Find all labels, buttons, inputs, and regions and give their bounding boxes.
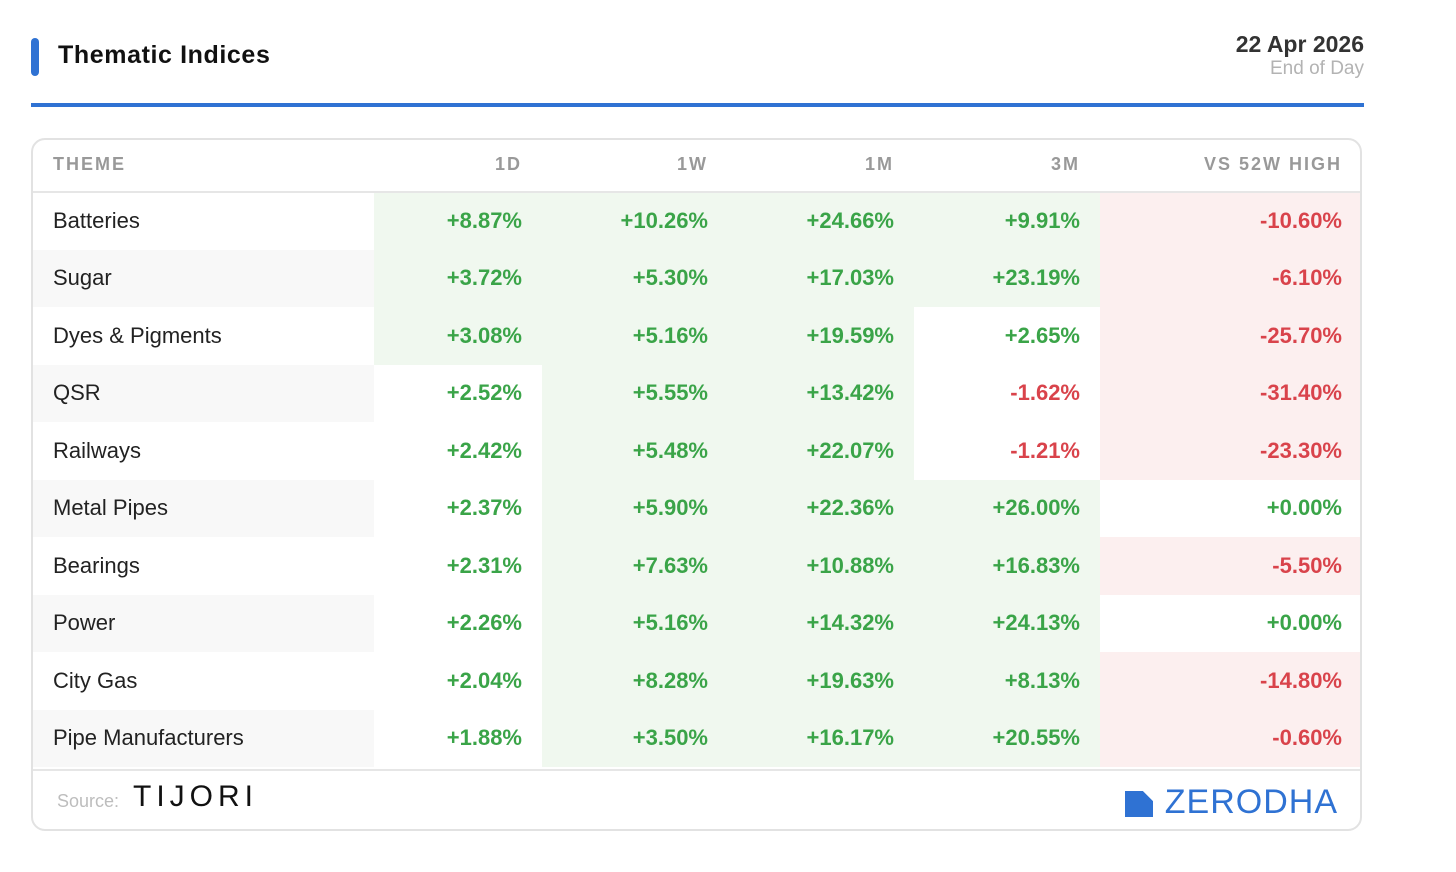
tijori-logo: TIJORI <box>133 780 258 813</box>
cell-3m: -1.21% <box>914 422 1100 480</box>
cell-1d: +3.72% <box>374 249 542 307</box>
indices-card: THEME 1D 1W 1M 3M VS 52W HIGH Batteries +… <box>31 138 1362 831</box>
indices-table: THEME 1D 1W 1M 3M VS 52W HIGH Batteries +… <box>33 140 1360 767</box>
cell-theme: Pipe Manufacturers <box>33 709 374 767</box>
cell-1m: +22.36% <box>728 479 914 537</box>
cell-1w: +5.48% <box>542 422 728 480</box>
cell-1d: +3.08% <box>374 307 542 365</box>
cell-1d: +1.88% <box>374 709 542 767</box>
table-row[interactable]: Dyes & Pigments +3.08% +5.16% +19.59% +2.65%… <box>33 307 1360 365</box>
table-row[interactable]: QSR +2.52% +5.55% +13.42% -1.62% -31.40% <box>33 364 1360 422</box>
cell-3m: +2.65% <box>914 307 1100 365</box>
column-header-1m[interactable]: 1M <box>728 140 914 193</box>
header-divider <box>31 103 1364 107</box>
cell-1d: +2.26% <box>374 594 542 652</box>
cell-1w: +3.50% <box>542 709 728 767</box>
cell-theme: Batteries <box>53 208 140 234</box>
column-header-vs-52w-high[interactable]: VS 52W HIGH <box>1100 140 1360 193</box>
table-row[interactable]: Batteries +8.87% +10.26% +24.66% +9.91% -10.6… <box>33 192 1360 250</box>
cell-1w: +5.55% <box>542 364 728 422</box>
column-header-3m[interactable]: 3M <box>914 140 1100 193</box>
cell-1m: +17.03% <box>728 249 914 307</box>
cell-1m: +24.66% <box>728 192 914 250</box>
table-row[interactable]: Sugar +3.72% +5.30% +17.03% +23.19% -6.10% <box>33 249 1360 307</box>
cell-1d: +8.87% <box>374 192 542 250</box>
cell-theme: Power <box>33 594 374 652</box>
cell-vs-52w-high: +0.00% <box>1100 479 1360 537</box>
cell-theme: Bearings <box>53 552 140 578</box>
cell-1w: +10.26% <box>542 192 728 250</box>
cell-theme: Sugar <box>33 249 374 307</box>
report-subtitle: End of Day <box>1270 58 1364 79</box>
title-accent-bar <box>31 38 39 76</box>
cell-1d: +2.42% <box>374 422 542 480</box>
column-header-1d[interactable]: 1D <box>374 140 542 193</box>
cell-3m: +8.13% <box>914 652 1100 710</box>
cell-3m: +24.13% <box>914 594 1100 652</box>
cell-1d: +2.52% <box>374 364 542 422</box>
cell-theme: Dyes & Pigments <box>53 322 222 348</box>
cell-vs-52w-high: +0.00% <box>1100 594 1360 652</box>
cell-1d: +2.31% <box>374 537 542 595</box>
cell-theme: Railways <box>53 437 142 463</box>
cell-3m: +23.19% <box>914 249 1100 307</box>
page-header: Thematic Indices 22 Apr 2026 End of Day <box>31 28 1364 108</box>
table-row[interactable]: Railways +2.42% +5.48% +22.07% -1.21% -23.30% <box>33 422 1360 480</box>
cell-vs-52w-high: -0.60% <box>1100 709 1360 767</box>
cell-1m: +19.59% <box>728 307 914 365</box>
cell-1w: +7.63% <box>542 537 728 595</box>
cell-1w: +5.16% <box>542 307 728 365</box>
cell-1m: +13.42% <box>728 364 914 422</box>
source-label: Source: <box>57 791 120 811</box>
cell-theme: Metal Pipes <box>33 479 374 537</box>
table-row[interactable]: City Gas +2.04% +8.28% +19.63% +8.13% -14.80% <box>33 652 1360 710</box>
column-header-1w[interactable]: 1W <box>542 140 728 193</box>
cell-theme: QSR <box>33 364 374 422</box>
column-header-theme[interactable]: THEME <box>33 140 374 193</box>
cell-vs-52w-high: -6.10% <box>1100 249 1360 307</box>
zerodha-logo-icon <box>1124 790 1153 817</box>
table-row[interactable]: Bearings +2.31% +7.63% +10.88% +16.83% -5.50% <box>33 537 1360 595</box>
cell-1w: +5.90% <box>542 479 728 537</box>
cell-vs-52w-high: -23.30% <box>1100 422 1360 480</box>
zerodha-wordmark: ZERODHA <box>1164 783 1338 821</box>
cell-3m: -1.62% <box>914 364 1100 422</box>
date-block: 22 Apr 2026 End of Day <box>1236 30 1364 80</box>
cell-1d: +2.04% <box>374 652 542 710</box>
cell-1m: +14.32% <box>728 594 914 652</box>
table-row[interactable]: Pipe Manufacturers +1.88% +3.50% +16.17% +20… <box>33 709 1360 767</box>
cell-theme: City Gas <box>53 667 138 693</box>
cell-1w: +5.30% <box>542 249 728 307</box>
cell-1w: +8.28% <box>542 652 728 710</box>
cell-1m: +10.88% <box>728 537 914 595</box>
cell-vs-52w-high: -10.60% <box>1100 192 1360 250</box>
cell-vs-52w-high: -31.40% <box>1100 364 1360 422</box>
cell-3m: +16.83% <box>914 537 1100 595</box>
table-header-row: THEME 1D 1W 1M 3M VS 52W HIGH <box>33 140 1360 193</box>
cell-vs-52w-high: -25.70% <box>1100 307 1360 365</box>
cell-3m: +20.55% <box>914 709 1100 767</box>
cell-1d: +2.37% <box>374 479 542 537</box>
page-title: Thematic Indices <box>58 41 271 69</box>
cell-3m: +9.91% <box>914 192 1100 250</box>
table-row[interactable]: Metal Pipes +2.37% +5.90% +22.36% +26.00% +0.… <box>33 479 1360 537</box>
cell-1w: +5.16% <box>542 594 728 652</box>
report-date: 22 Apr 2026 <box>1235 31 1364 57</box>
cell-1m: +19.63% <box>728 652 914 710</box>
cell-1m: +16.17% <box>728 709 914 767</box>
zerodha-logo: ZERODHA <box>1124 783 1338 822</box>
table-row[interactable]: Power +2.26% +5.16% +14.32% +24.13% +0.00% <box>33 594 1360 652</box>
footer-divider <box>33 769 1360 771</box>
cell-1m: +22.07% <box>728 422 914 480</box>
cell-vs-52w-high: -5.50% <box>1100 537 1360 595</box>
cell-3m: +26.00% <box>914 479 1100 537</box>
cell-vs-52w-high: -14.80% <box>1100 652 1360 710</box>
